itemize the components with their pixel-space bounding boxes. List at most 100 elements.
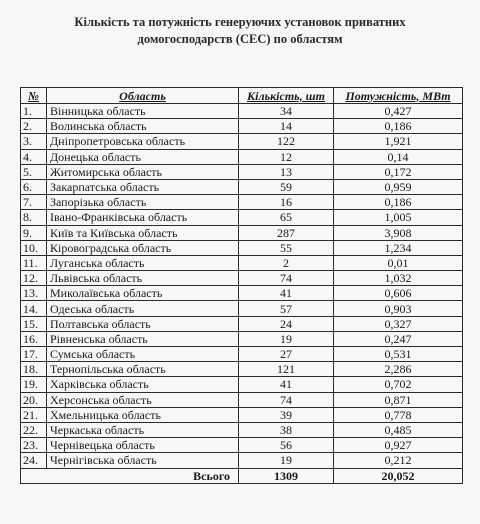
- row-power: 2,286: [333, 361, 463, 378]
- table-row: 17. Сумська область 27 0,531: [20, 345, 463, 363]
- row-region: Закарпатська область: [46, 178, 239, 196]
- table-row: 12. Львівська область 74 1,032: [20, 270, 463, 287]
- row-count: 34: [238, 102, 334, 120]
- row-region: Житомирська область: [46, 163, 239, 180]
- table-row: 22. Черкаська область 38 0,485: [20, 421, 463, 439]
- row-number: 4.: [20, 148, 47, 165]
- row-number: 15.: [20, 315, 47, 332]
- row-region: Львівська область: [46, 270, 239, 287]
- row-count: 74: [238, 270, 334, 287]
- title-line-1: Кількість та потужність генеруючих устан…: [74, 15, 406, 29]
- regions-table: № Область Кількість, шт Потужність, МВт …: [20, 87, 463, 484]
- header-number: №: [20, 87, 47, 104]
- row-power: 0,485: [333, 421, 463, 439]
- row-count: 59: [238, 178, 334, 196]
- row-number: 2.: [20, 118, 47, 135]
- row-power: 0,186: [333, 194, 463, 211]
- row-number: 8.: [20, 209, 47, 226]
- row-power: 0,427: [333, 102, 463, 120]
- row-power: 0,903: [333, 300, 463, 317]
- row-number: 7.: [20, 194, 47, 211]
- row-power: 0,606: [333, 285, 463, 302]
- row-count: 287: [238, 224, 334, 241]
- row-number: 23.: [20, 437, 47, 454]
- row-power: 0,14: [333, 148, 463, 165]
- row-number: 1.: [20, 102, 47, 120]
- table-row: 20. Херсонська область 74 0,871: [20, 391, 463, 408]
- row-power: 0,702: [333, 376, 463, 393]
- row-number: 13.: [20, 285, 47, 302]
- row-number: 19.: [20, 376, 47, 393]
- row-region: Полтавська область: [46, 315, 239, 332]
- row-region: Харківська область: [46, 376, 239, 393]
- row-count: 2: [238, 254, 334, 272]
- row-number: 22.: [20, 421, 47, 439]
- row-count: 41: [238, 285, 334, 302]
- row-power: 1,032: [333, 270, 463, 287]
- row-region: Вінницька область: [46, 102, 239, 120]
- row-number: 24.: [20, 452, 47, 469]
- row-power: 0,212: [333, 452, 463, 469]
- row-power: 0,247: [333, 330, 463, 348]
- row-number: 6.: [20, 178, 47, 196]
- row-region: Хмельницька область: [46, 406, 239, 423]
- table-row: 1. Вінницька область 34 0,427: [20, 102, 463, 120]
- table-row: 13. Миколаївська область 41 0,606: [20, 285, 463, 302]
- row-region: Одеська область: [46, 300, 239, 317]
- row-power: 0,927: [333, 437, 463, 454]
- table-row: 8. Івано-Франківська область 65 1,005: [20, 209, 463, 226]
- row-region: Донецька область: [46, 148, 239, 165]
- row-power: 0,531: [333, 345, 463, 363]
- row-count: 38: [238, 421, 334, 439]
- row-region: Черкаська область: [46, 421, 239, 439]
- table-row: 21. Хмельницька область 39 0,778: [20, 406, 463, 423]
- table-row: 2. Волинська область 14 0,186: [20, 118, 463, 135]
- row-power: 0,172: [333, 163, 463, 180]
- row-count: 57: [238, 300, 334, 317]
- table-row: 16. Рівненська область 19 0,247: [20, 330, 463, 348]
- row-number: 16.: [20, 330, 47, 348]
- row-power: 0,959: [333, 178, 463, 196]
- title-line-2: домогосподарств (СЕС) по областям: [137, 32, 343, 46]
- row-number: 3.: [20, 133, 47, 150]
- table-row: 23. Чернівецька область 56 0,927: [20, 437, 463, 454]
- row-number: 14.: [20, 300, 47, 317]
- row-number: 20.: [20, 391, 47, 408]
- table-row: 19. Харківська область 41 0,702: [20, 376, 463, 393]
- row-count: 19: [238, 330, 334, 348]
- row-power: 1,921: [333, 133, 463, 150]
- row-region: Рівненська область: [46, 330, 239, 348]
- table-row: 5. Житомирська область 13 0,172: [20, 163, 463, 180]
- row-count: 121: [238, 361, 334, 378]
- table-row: 7. Запорізька область 16 0,186: [20, 194, 463, 211]
- table-row: 6. Закарпатська область 59 0,959: [20, 178, 463, 196]
- row-region: Миколаївська область: [46, 285, 239, 302]
- total-count: 1309: [238, 467, 334, 484]
- table-body: 1. Вінницька область 34 0,427 2. Волинська об…: [20, 102, 463, 469]
- row-count: 19: [238, 452, 334, 469]
- table-row: 15. Полтавська область 24 0,327: [20, 315, 463, 332]
- row-region: Волинська область: [46, 118, 239, 135]
- row-region: Івано-Франківська область: [46, 209, 239, 226]
- row-count: 39: [238, 406, 334, 423]
- total-label: Всього: [20, 467, 239, 484]
- row-region: Луганська область: [46, 254, 239, 272]
- row-region: Дніпропетровська область: [46, 133, 239, 150]
- row-power: 3,908: [333, 224, 463, 241]
- row-count: 12: [238, 148, 334, 165]
- row-count: 41: [238, 376, 334, 393]
- row-count: 56: [238, 437, 334, 454]
- table-row: 24. Чернігівська область 19 0,212: [20, 452, 463, 469]
- table-row: 18. Тернопільська область 121 2,286: [20, 361, 463, 378]
- row-region: Чернівецька область: [46, 437, 239, 454]
- row-number: 21.: [20, 406, 47, 423]
- table-row: 3. Дніпропетровська область 122 1,921: [20, 133, 463, 150]
- row-power: 0,327: [333, 315, 463, 332]
- table-header-row: № Область Кількість, шт Потужність, МВт: [20, 87, 463, 104]
- document-title: Кількість та потужність генеруючих устан…: [40, 14, 440, 48]
- row-power: 1,234: [333, 239, 463, 256]
- row-region: Кіровоградська область: [46, 239, 239, 256]
- row-count: 24: [238, 315, 334, 332]
- row-region: Сумська область: [46, 345, 239, 363]
- row-number: 18.: [20, 361, 47, 378]
